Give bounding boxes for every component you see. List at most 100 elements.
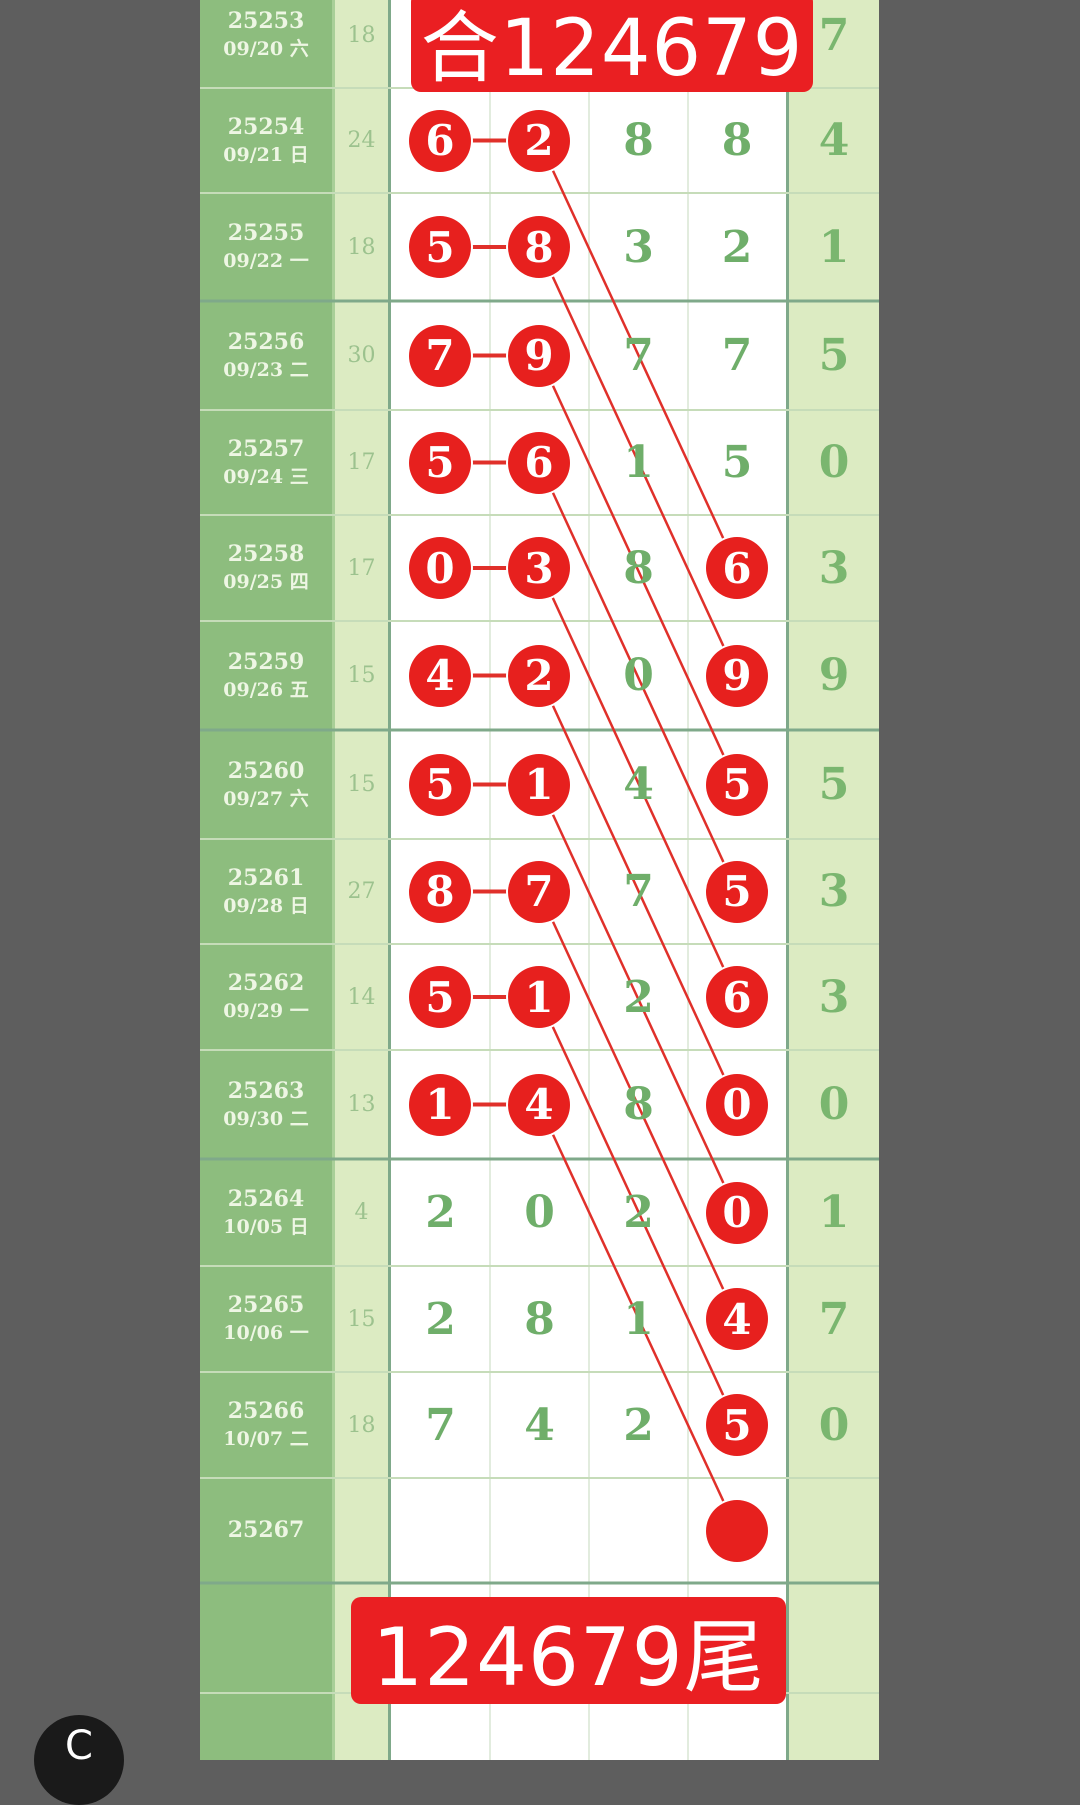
period-cell: 25261 09/28 日 — [200, 839, 332, 944]
sum-cell: 17 — [347, 450, 376, 475]
period-date: 10/05 日 — [223, 1215, 309, 1238]
trend-line — [537, 890, 739, 1320]
trend-line — [537, 996, 739, 1426]
highlight-ball: 4 — [508, 1073, 570, 1136]
sum-cell — [335, 1478, 388, 1583]
trend-line — [537, 246, 739, 677]
digit-cell: 7 — [425, 1399, 456, 1451]
digit-cell: 2 — [623, 1187, 654, 1238]
period-number: 25259 — [227, 648, 305, 675]
highlight-ball: 9 — [508, 324, 570, 387]
period-cell: 25255 09/22 一 — [200, 193, 332, 301]
digit-cell — [589, 1478, 688, 1583]
digit-cell: 7 — [623, 330, 654, 381]
sum-cell: 17 — [347, 555, 376, 581]
digit-cell: 1 — [623, 1293, 654, 1345]
highlight-ball: 5 — [409, 431, 471, 494]
last-digit-cell: 0 — [818, 1399, 850, 1451]
highlight-ball: 8 — [409, 860, 471, 923]
period-cell: 25254 09/21 日 — [200, 88, 332, 193]
period-number: 25267 — [227, 1516, 305, 1543]
period-date: 09/23 二 — [223, 358, 309, 381]
sum-cell: 14 — [347, 984, 376, 1010]
period-number: 25262 — [227, 970, 305, 997]
column-divider — [786, 0, 789, 1760]
trend-line — [537, 783, 739, 1214]
period-number: 25265 — [227, 1292, 305, 1319]
trend-grid — [200, 0, 879, 1760]
digit-cell: 5 — [721, 437, 753, 488]
digit-cell: 1 — [623, 437, 654, 488]
digit-cell: 4 — [623, 759, 654, 810]
digit-cell: 8 — [721, 115, 753, 166]
period-date: 09/29 一 — [223, 1000, 309, 1023]
period-date: 09/27 六 — [223, 787, 309, 810]
period-number: 25261 — [227, 864, 305, 891]
period-number: 25258 — [227, 541, 305, 568]
period-cell: 25266 10/07 二 — [200, 1372, 332, 1478]
highlight-ball — [706, 1499, 768, 1562]
period-date: 10/06 一 — [223, 1322, 309, 1345]
period-date: 09/20 六 — [223, 38, 309, 61]
sum-column-bg — [335, 0, 388, 1760]
digit-cell: 8 — [623, 1079, 654, 1130]
highlight-ball: 0 — [706, 1181, 768, 1244]
digit-cell: 2 — [623, 971, 654, 1023]
last-digit-cell: 1 — [818, 221, 850, 273]
sum-cell: 13 — [347, 1092, 376, 1117]
highlight-ball: 5 — [409, 216, 471, 278]
digit-cell: 2 — [425, 1187, 456, 1238]
last-digit-cell: 3 — [818, 542, 850, 594]
c-logo-icon[interactable]: C — [34, 1715, 124, 1805]
sum-cell: 15 — [347, 663, 376, 688]
sum-cell: 30 — [347, 343, 376, 368]
highlight-ball: 6 — [409, 109, 471, 172]
period-cell: 25262 09/29 一 — [200, 944, 332, 1050]
last-digit-cell: 5 — [818, 330, 850, 381]
last-digit-cell: 0 — [818, 1079, 850, 1130]
period-cell: 25258 09/25 四 — [200, 515, 332, 621]
last-digit-cell: 3 — [818, 971, 850, 1023]
period-number: 25256 — [227, 328, 305, 355]
trend-line — [537, 674, 739, 1106]
highlight-ball: 7 — [508, 860, 570, 923]
period-date: 09/22 一 — [223, 250, 309, 273]
sum-cell: 18 — [347, 1412, 376, 1438]
last-digit-cell: 7 — [818, 1293, 850, 1345]
highlight-ball: 4 — [409, 644, 471, 707]
period-number: 25260 — [227, 757, 305, 784]
period-date: 09/25 四 — [223, 571, 309, 594]
bottom-banner: 124679尾 — [351, 1597, 786, 1704]
highlight-ball: 3 — [508, 537, 570, 599]
digit-cell — [490, 1478, 589, 1583]
period-cell: 25267 — [200, 1478, 332, 1583]
period-date: 09/30 二 — [223, 1107, 309, 1130]
highlight-ball: 9 — [706, 644, 768, 707]
period-date: 10/07 二 — [223, 1428, 309, 1451]
period-date: 09/21 日 — [223, 143, 309, 166]
digit-cell: 2 — [721, 221, 753, 273]
highlight-ball: 1 — [508, 753, 570, 816]
highlight-ball: 5 — [706, 1394, 768, 1456]
sum-cell: 27 — [347, 879, 376, 904]
highlight-ball: 4 — [706, 1288, 768, 1350]
column-divider — [388, 0, 391, 1760]
highlight-ball: 1 — [409, 1073, 471, 1136]
last-digit-cell: 5 — [818, 759, 850, 810]
highlight-ball: 7 — [409, 324, 471, 387]
digit-cell: 0 — [524, 1187, 555, 1238]
column-divider — [332, 0, 335, 1760]
highlight-ball: 8 — [508, 216, 570, 278]
period-column-bg — [200, 0, 332, 1760]
period-number: 25253 — [227, 8, 305, 35]
digit-cell: 4 — [524, 1399, 555, 1451]
highlight-ball: 2 — [508, 644, 570, 707]
highlight-ball: 6 — [706, 537, 768, 599]
period-cell: 25265 10/06 一 — [200, 1266, 332, 1372]
period-number: 25263 — [227, 1077, 305, 1104]
highlight-ball: 6 — [706, 966, 768, 1028]
highlight-ball: 5 — [706, 753, 768, 816]
last-digit-cell: 7 — [818, 9, 850, 61]
highlight-ball: 5 — [409, 753, 471, 816]
trend-line — [537, 567, 739, 998]
